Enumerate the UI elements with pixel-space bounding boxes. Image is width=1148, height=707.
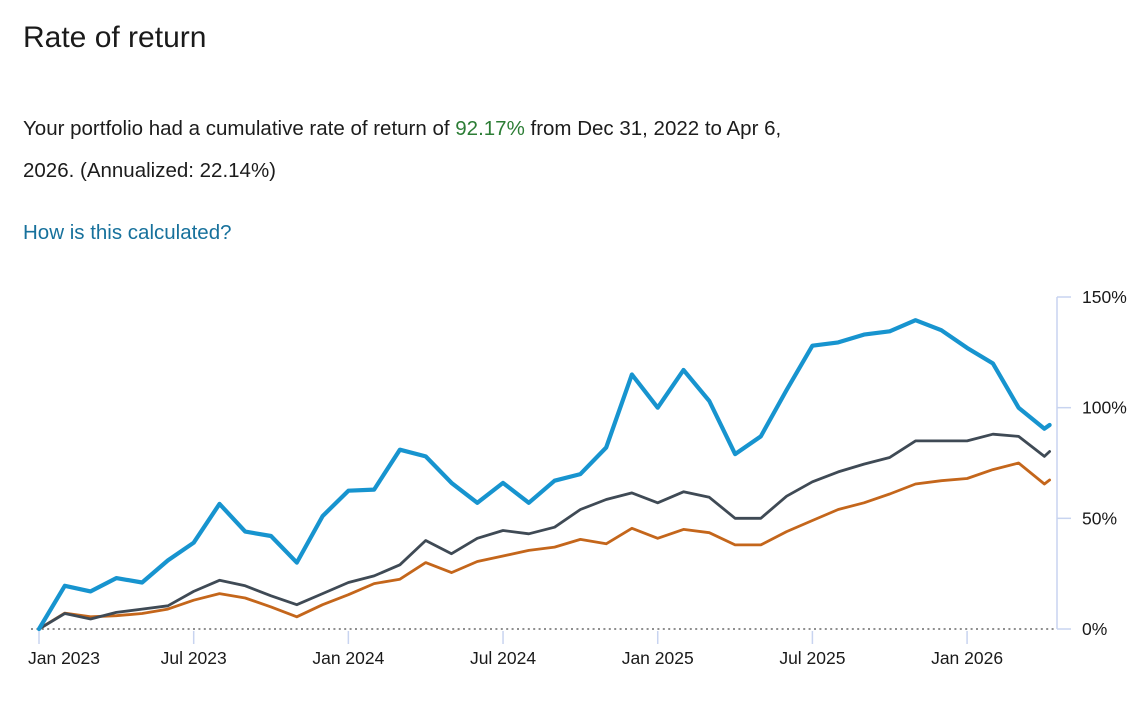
x-axis-label: Jul 2023 [161,648,227,668]
y-axis-label: 150% [1082,287,1127,307]
x-axis-label: Jul 2025 [779,648,845,668]
rate-of-return-chart: Jan 2023 Jul 2023 Jan 2024 Jul 2024 Jan 2025… [0,280,1148,707]
line-blue-portfolio [36,318,1052,632]
x-axis-label: Jul 2024 [470,648,536,668]
chart-plot-hover-area[interactable] [39,280,1057,629]
y-axis-label: 100% [1082,398,1127,418]
how-calculated-link[interactable]: How is this calculated? [23,221,232,244]
summary-suffix: from Dec 31, 2022 to Apr 6, [524,117,782,140]
line-chart-canvas: Jan 2023 Jul 2023 Jan 2024 Jul 2024 Jan 2025… [28,280,1127,668]
x-axis-label: Jan 2026 [931,648,1003,668]
y-axis-label: 50% [1082,508,1117,528]
x-axis-label: Jan 2023 [28,648,100,668]
page-title: Rate of return [23,21,207,54]
cumulative-return-value: 92.17% [455,117,525,140]
x-axis-label: Jan 2025 [622,648,694,668]
line-orange [37,461,1051,631]
summary-line2: 2026. (Annualized: 22.14%) [23,159,277,182]
summary-prefix: Your portfolio had a cumulative rate of … [23,117,456,140]
line-gray [37,432,1051,631]
x-axis-label: Jan 2024 [312,648,384,668]
y-axis-label: 0% [1082,619,1107,639]
summary-text: Your portfolio had a cumulative rate of … [23,108,1083,192]
